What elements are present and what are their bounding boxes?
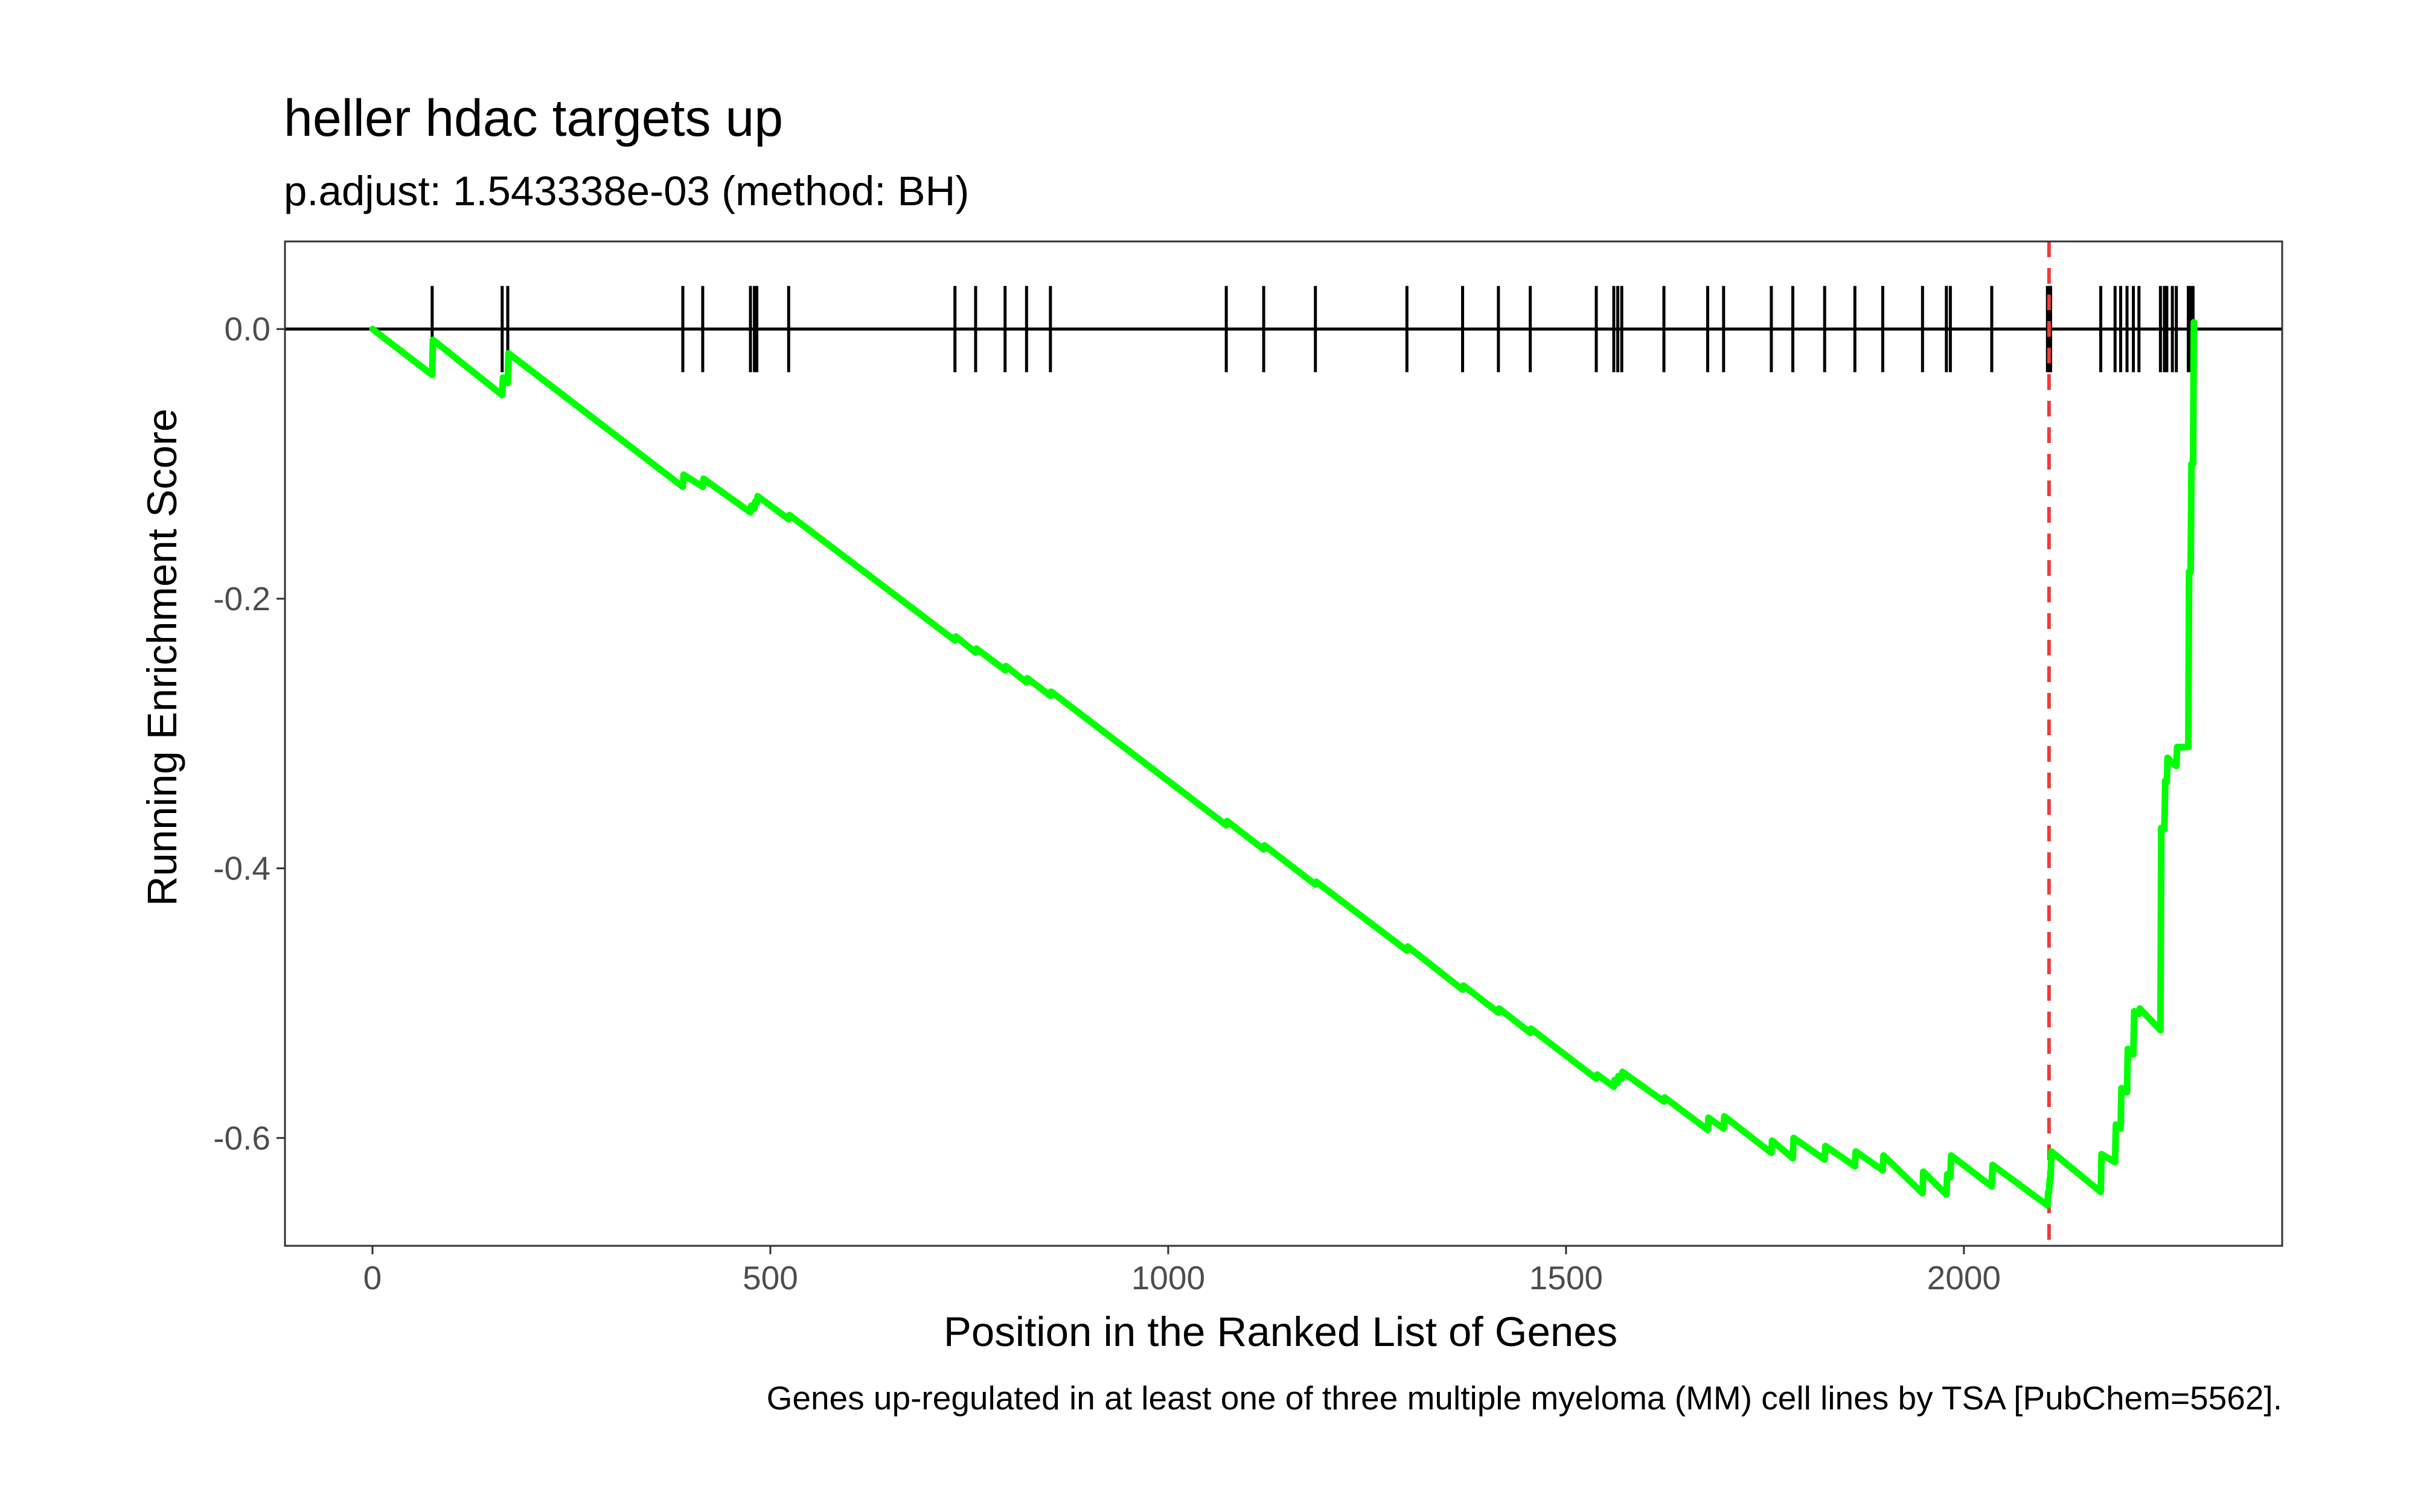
y-tick-label: -0.6 xyxy=(213,1119,270,1156)
y-tick-label: 0.0 xyxy=(225,310,270,348)
x-axis-title: Position in the Ranked List of Genes xyxy=(944,1309,1617,1355)
chart-subtitle: p.adjust: 1.543338e-03 (method: BH) xyxy=(284,168,969,214)
x-tick-label: 2000 xyxy=(1927,1259,2001,1297)
x-tick-label: 500 xyxy=(743,1259,798,1297)
plot-panel-border xyxy=(284,240,2283,1247)
y-tick-label: -0.2 xyxy=(213,580,270,617)
chart-title: heller hdac targets up xyxy=(284,89,783,147)
y-tick-label: -0.4 xyxy=(213,850,270,887)
running-enrichment-line xyxy=(369,319,2198,1209)
x-tick-label: 1500 xyxy=(1529,1259,1603,1297)
x-tick-label: 1000 xyxy=(1131,1259,1205,1297)
chart-caption: Genes up-regulated in at least one of th… xyxy=(767,1379,2282,1417)
y-axis-title: Running Enrichment Score xyxy=(139,409,185,907)
x-tick-label: 0 xyxy=(363,1259,382,1297)
